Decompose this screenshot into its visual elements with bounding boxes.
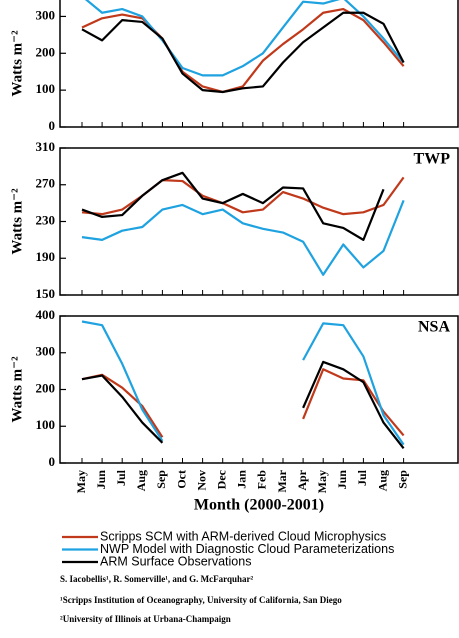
legend-label: ARM Surface Observations	[100, 554, 251, 568]
x-tick-label: Sep	[395, 470, 409, 489]
series-line	[81, 11, 405, 94]
y-axis-label: Watts m⁻²	[9, 30, 25, 97]
x-axis-label: Month (2000-2001)	[194, 497, 324, 514]
y-tick-label: 0	[49, 118, 56, 133]
x-tick-label: Aug	[375, 470, 389, 491]
y-tick-label: 190	[36, 249, 56, 264]
y-tick-label: 100	[36, 81, 56, 96]
series-group	[81, 320, 405, 449]
series-line	[81, 320, 405, 446]
x-tick-label: Jun	[335, 470, 349, 490]
x-tick-label: Mar	[275, 469, 289, 492]
legend-label: NWP Model with Diagnostic Cloud Paramete…	[100, 542, 394, 556]
series-line	[81, 199, 405, 276]
y-tick-label: 150	[36, 286, 56, 301]
x-tick-label: May	[315, 470, 329, 493]
y-tick-label: 0	[49, 454, 56, 469]
x-tick-label: Jun	[94, 470, 108, 490]
credit-authors: S. Iacobellis¹, R. Somerville¹, and G. M…	[60, 574, 253, 584]
x-tick-label: Feb	[255, 470, 269, 490]
x-tick-label: Sep	[154, 470, 168, 489]
series-line	[84, 0, 405, 77]
x-tick-label: Dec	[214, 469, 228, 489]
series-line	[81, 176, 405, 216]
x-tick-label: Aug	[134, 470, 148, 491]
panel-label: NSA	[418, 319, 450, 336]
panel-label: TWP	[414, 151, 451, 168]
y-tick-label: 100	[36, 417, 56, 432]
y-tick-label: 230	[36, 212, 56, 227]
y-tick-label: 200	[36, 380, 56, 395]
y-tick-label: 270	[36, 176, 56, 191]
x-tick-label: Jul	[114, 469, 128, 486]
legend-label: Scripps SCM with ARM-derived Cloud Micro…	[100, 529, 386, 543]
plot-frame	[59, 0, 459, 128]
y-axis-label: Watts m⁻²	[9, 188, 25, 255]
credit-affiliation: ²University of Illinois at Urbana-Champa…	[60, 614, 231, 624]
x-tick-label: Nov	[194, 470, 208, 491]
y-axis-label: Watts m⁻²	[9, 356, 25, 423]
y-tick-label: 300	[36, 7, 56, 22]
y-tick-label: 400	[36, 307, 56, 322]
x-tick-label: Oct	[174, 470, 188, 489]
x-tick-label: May	[74, 470, 88, 493]
credit-affiliation: ¹Scripps Institution of Oceanography, Un…	[60, 595, 342, 605]
series-group	[81, 0, 405, 94]
series-line	[81, 171, 385, 241]
plot-frame	[59, 147, 459, 296]
x-tick-label: Jan	[235, 470, 249, 489]
y-tick-label: 200	[36, 44, 56, 59]
series-group	[81, 171, 405, 276]
y-tick-label: 310	[36, 139, 56, 154]
x-tick-label: Jul	[355, 469, 369, 486]
series-line	[81, 360, 405, 449]
x-tick-label: Apr	[295, 469, 309, 490]
y-tick-label: 300	[36, 344, 56, 359]
